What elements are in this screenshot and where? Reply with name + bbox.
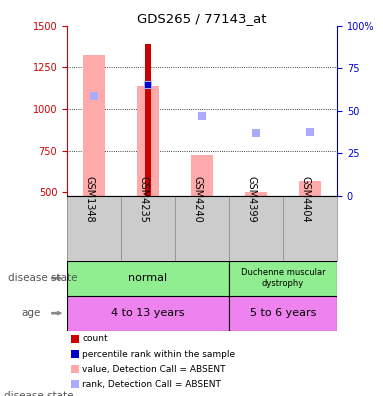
Bar: [67, 296, 229, 331]
Bar: [245, 192, 267, 196]
Text: 4 to 13 years: 4 to 13 years: [111, 308, 185, 318]
Bar: [145, 44, 151, 196]
Text: normal: normal: [128, 273, 168, 283]
Text: GSM4240: GSM4240: [192, 175, 202, 222]
Text: GSM4235: GSM4235: [138, 175, 148, 223]
Bar: [299, 181, 321, 196]
Bar: [229, 261, 337, 296]
Text: value, Detection Call = ABSENT: value, Detection Call = ABSENT: [82, 365, 226, 373]
Title: GDS265 / 77143_at: GDS265 / 77143_at: [137, 11, 267, 25]
Text: disease state: disease state: [8, 273, 77, 283]
Bar: [191, 155, 213, 196]
Text: 5 to 6 years: 5 to 6 years: [250, 308, 316, 318]
Text: age: age: [21, 308, 41, 318]
Text: GSM4399: GSM4399: [246, 176, 256, 222]
Text: disease state: disease state: [4, 391, 73, 396]
Bar: [137, 86, 159, 196]
Text: GSM1348: GSM1348: [84, 176, 94, 222]
Text: count: count: [82, 335, 108, 343]
Text: rank, Detection Call = ABSENT: rank, Detection Call = ABSENT: [82, 380, 221, 388]
Bar: [67, 261, 229, 296]
Text: percentile rank within the sample: percentile rank within the sample: [82, 350, 236, 358]
Bar: [229, 296, 337, 331]
Text: Duchenne muscular
dystrophy: Duchenne muscular dystrophy: [241, 268, 325, 288]
Bar: [83, 55, 105, 196]
Text: GSM4404: GSM4404: [300, 176, 310, 222]
